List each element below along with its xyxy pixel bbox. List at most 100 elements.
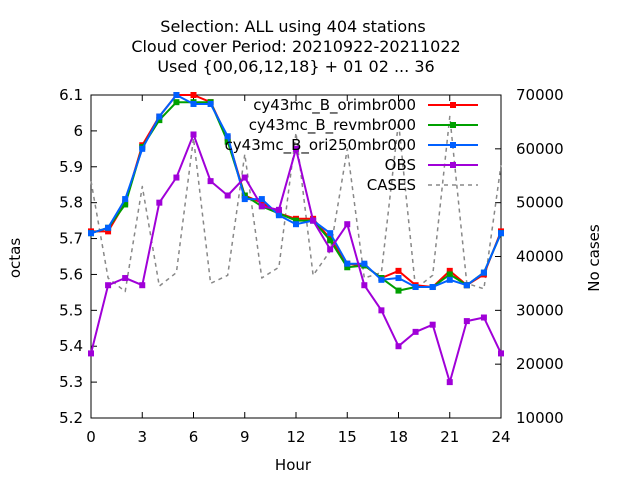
data-point: [344, 264, 351, 271]
data-point: [241, 196, 248, 203]
data-point: [105, 282, 112, 289]
data-point: [156, 113, 163, 120]
x-tick-label: 18: [389, 428, 408, 446]
data-point: [429, 321, 436, 328]
data-point: [224, 192, 231, 199]
y2-tick-label: 40000: [516, 248, 564, 266]
series-line: [90, 133, 502, 384]
data-point: [275, 212, 282, 219]
data-point: [139, 145, 146, 152]
axis-ticks: 0 3 6 9 12 15 18 21 24 5.2 5.3 5.4 5.5 5.6 5.7 5.8 5.9 6 6…: [59, 86, 564, 446]
x-tick-label: 15: [338, 428, 357, 446]
title-line-1: Selection: ALL using 404 stations: [160, 17, 425, 36]
plot-series: [88, 92, 504, 386]
x-tick-label: 9: [240, 428, 250, 446]
chart-title: Selection: ALL using 404 stations Cloud …: [131, 17, 460, 76]
y-tick-label: 5.2: [59, 409, 83, 427]
data-point: [173, 99, 180, 106]
data-point: [344, 221, 351, 228]
legend-marker: [450, 122, 456, 128]
data-point: [446, 271, 453, 278]
legend-marker: [450, 102, 456, 108]
data-point: [122, 196, 129, 203]
legend-marker: [450, 142, 456, 148]
data-point: [395, 287, 402, 294]
data-point: [139, 282, 146, 289]
data-point: [463, 282, 470, 289]
data-point: [327, 230, 334, 237]
data-point: [429, 284, 436, 291]
data-point: [395, 267, 402, 274]
y-tick-label: 6: [73, 122, 83, 140]
data-point: [395, 275, 402, 282]
data-point: [480, 269, 487, 276]
data-point: [395, 343, 402, 350]
data-point: [361, 260, 368, 267]
y-tick-label: 5.8: [59, 194, 83, 212]
series-CASES: [90, 115, 502, 293]
x-tick-label: 0: [86, 428, 96, 446]
series-line: [90, 115, 502, 293]
x-tick-label: 24: [491, 428, 510, 446]
y2-tick-label: 50000: [516, 194, 564, 212]
y-tick-label: 5.3: [59, 373, 83, 391]
legend: cy43mc_B_orimbr000cy43mc_B_revmbr000cy43…: [225, 96, 478, 194]
y-tick-label: 5.7: [59, 230, 83, 248]
data-point: [207, 178, 214, 185]
data-point: [105, 224, 112, 231]
data-point: [293, 145, 299, 152]
data-point: [122, 275, 129, 282]
data-point: [310, 217, 317, 224]
y-tick-label: 5.4: [59, 337, 83, 355]
y2-axis-label: No cases: [585, 224, 603, 292]
title-line-2: Cloud cover Period: 20210922-20211022: [131, 37, 460, 56]
data-point: [446, 276, 453, 283]
y-tick-label: 5.9: [59, 158, 83, 176]
series-cy43mc_B_ori250mbr000: [88, 92, 504, 291]
data-point: [412, 284, 419, 291]
x-tick-label: 3: [137, 428, 147, 446]
data-point: [275, 206, 282, 213]
data-point: [498, 230, 504, 237]
data-point: [156, 199, 163, 206]
data-point: [480, 314, 487, 321]
data-point: [88, 350, 94, 357]
legend-label: cy43mc_B_ori250mbr000: [225, 136, 416, 155]
y2-tick-label: 10000: [516, 409, 564, 427]
data-point: [88, 230, 94, 237]
y-tick-label: 5.5: [59, 301, 83, 319]
series-OBS: [88, 131, 504, 386]
data-point: [327, 246, 334, 253]
legend-label: OBS: [385, 156, 416, 174]
data-point: [344, 260, 351, 267]
data-point: [224, 133, 231, 140]
legend-label: cy43mc_B_revmbr000: [249, 116, 416, 135]
data-point: [378, 307, 385, 314]
data-point: [190, 92, 197, 98]
data-point: [446, 379, 453, 386]
data-point: [207, 100, 214, 107]
y2-tick-label: 70000: [516, 86, 564, 104]
x-tick-label: 21: [440, 428, 459, 446]
x-axis-label: Hour: [275, 456, 312, 474]
data-point: [224, 138, 231, 145]
y-tick-label: 5.6: [59, 265, 83, 283]
data-point: [173, 92, 180, 98]
data-point: [241, 174, 248, 181]
data-point: [446, 267, 453, 274]
legend-marker: [450, 162, 456, 168]
data-point: [258, 196, 265, 203]
y2-tick-label: 30000: [516, 301, 564, 319]
y2-tick-label: 60000: [516, 140, 564, 158]
legend-label: CASES: [367, 176, 416, 194]
data-point: [378, 276, 385, 283]
data-point: [156, 117, 163, 124]
data-point: [327, 237, 334, 244]
data-point: [361, 282, 368, 289]
data-point: [498, 350, 504, 357]
data-point: [173, 174, 180, 181]
data-point: [190, 131, 197, 138]
data-point: [412, 328, 419, 335]
data-point: [293, 217, 299, 224]
